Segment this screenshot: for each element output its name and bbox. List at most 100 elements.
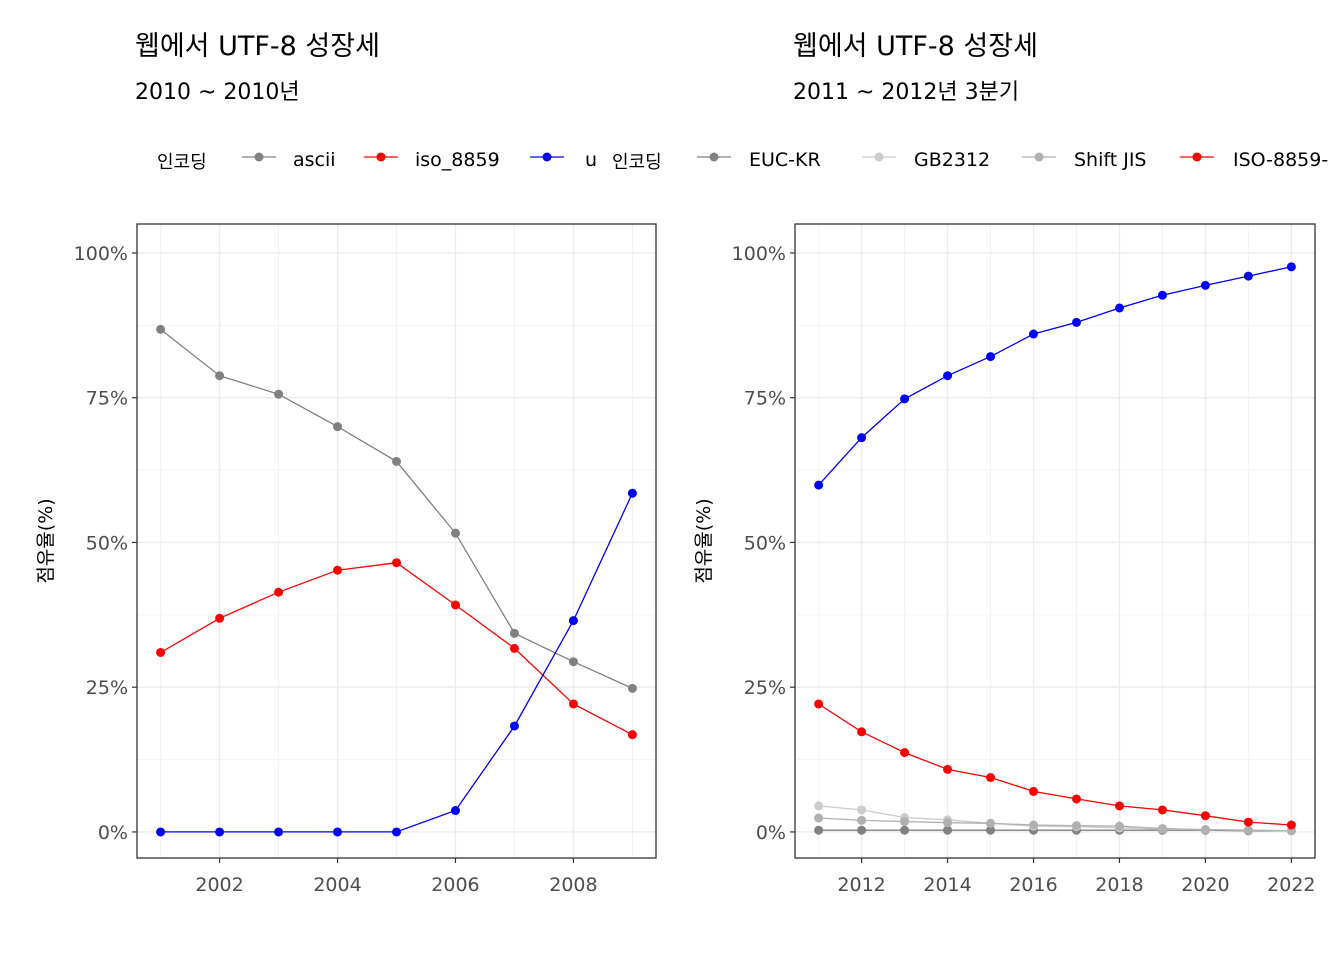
left-y-tick-label: 100% — [74, 243, 128, 265]
data-point — [509, 628, 519, 638]
left-x-tick-label: 2008 — [549, 874, 597, 896]
left-y-tick-label: 75% — [86, 388, 128, 410]
data-point — [568, 616, 578, 626]
left-y-axis-title: 점유율(%) — [35, 498, 57, 583]
legend-label: u — [585, 149, 597, 171]
data-point — [274, 389, 284, 399]
legend-item: Shift JIS — [1022, 149, 1147, 171]
data-point — [900, 394, 910, 404]
data-point — [1157, 823, 1167, 833]
data-point — [900, 825, 910, 835]
right-panel-border — [794, 223, 1316, 859]
data-point — [450, 528, 460, 538]
right-x-tick-label: 2012 — [837, 874, 885, 896]
data-point — [1243, 817, 1253, 827]
legend-key-point — [1192, 152, 1202, 162]
left-x-tick-label: 2006 — [431, 874, 479, 896]
data-point — [1029, 786, 1039, 796]
left-y-tick-label: 50% — [86, 532, 128, 554]
right-series-utf-8 — [814, 262, 1296, 490]
legend-item: GB2312 — [862, 149, 990, 171]
data-point — [1243, 825, 1253, 835]
left-series-u — [156, 488, 637, 837]
right-y-tick-label: 100% — [732, 243, 786, 265]
legend-label: ISO-8859- — [1233, 149, 1328, 171]
data-point — [392, 558, 401, 568]
right-x-tick-label: 2020 — [1181, 874, 1229, 896]
data-point — [392, 456, 401, 466]
left-chart-title: 웹에서 UTF-8 성장세 — [135, 31, 380, 62]
right-y-axis-title: 점유율(%) — [693, 498, 715, 583]
legend-key-point — [874, 152, 884, 162]
data-point — [1286, 820, 1296, 830]
data-point — [568, 657, 578, 667]
data-point — [814, 480, 824, 490]
data-point — [1200, 280, 1210, 290]
right-y-tick-label: 0% — [756, 822, 786, 844]
left-plot-area: 0% 25% 50% 75% 100% 2002 2004 2006 2008 — [74, 223, 657, 896]
left-series-ascii — [156, 324, 637, 693]
right-chart: 웹에서 UTF-8 성장세 2011 ~ 2012년 3분기 인코딩 EUC-K… — [612, 31, 1328, 896]
right-y-tick-label: 25% — [744, 677, 786, 699]
data-point — [215, 371, 225, 381]
data-point — [274, 827, 284, 837]
legend-item: ascii — [242, 149, 336, 171]
data-point — [986, 825, 996, 835]
data-point — [333, 565, 343, 575]
data-point — [1029, 329, 1039, 339]
right-x-tick-label: 2014 — [923, 874, 971, 896]
left-y-tick-label: 25% — [86, 677, 128, 699]
legend-key-point — [1034, 152, 1044, 162]
data-point — [215, 613, 225, 623]
left-x-tick-label: 2004 — [313, 874, 361, 896]
data-point — [1029, 820, 1039, 830]
right-major-grid — [795, 224, 1315, 858]
right-x-tick-label: 2022 — [1267, 874, 1315, 896]
data-point — [986, 818, 996, 828]
data-point — [627, 730, 637, 740]
right-series-shift-jis — [814, 813, 1296, 836]
data-point — [568, 699, 578, 709]
data-point — [943, 825, 953, 835]
data-point — [900, 748, 910, 758]
left-legend-title: 인코딩 — [157, 152, 207, 173]
legend-key-point — [376, 152, 386, 162]
data-point — [857, 433, 867, 443]
data-point — [986, 773, 996, 783]
data-point — [333, 422, 343, 432]
legend-label: ascii — [293, 149, 336, 171]
data-point — [1071, 317, 1081, 327]
legend-label: iso_8859 — [415, 149, 500, 171]
legend-item: u — [530, 149, 597, 171]
left-chart-subtitle: 2010 ~ 2010년 — [135, 80, 300, 105]
data-point — [450, 806, 460, 816]
data-point — [814, 699, 824, 709]
data-point — [509, 643, 519, 653]
data-point — [943, 371, 953, 381]
data-point — [1200, 811, 1210, 821]
legend-key-point — [709, 152, 719, 162]
data-point — [1157, 805, 1167, 815]
right-plot-area: 0% 25% 50% 75% 100% 2012 2014 2016 2018 2020 2022 — [732, 223, 1316, 896]
legend-key-point — [542, 152, 552, 162]
right-x-tick-label: 2018 — [1095, 874, 1143, 896]
data-point — [627, 488, 637, 498]
data-point — [1071, 821, 1081, 831]
data-point — [1114, 801, 1124, 811]
data-point — [1114, 303, 1124, 313]
data-point — [333, 827, 343, 837]
legend-label: GB2312 — [914, 149, 990, 171]
data-point — [1286, 262, 1296, 272]
data-point — [814, 825, 824, 835]
data-point — [392, 827, 401, 837]
right-legend-title: 인코딩 — [612, 152, 662, 173]
data-point — [509, 721, 519, 731]
data-point — [627, 683, 637, 693]
data-point — [857, 805, 867, 815]
data-point — [943, 818, 953, 828]
data-point — [274, 587, 284, 597]
right-chart-title: 웹에서 UTF-8 성장세 — [793, 31, 1038, 62]
right-series-iso-8859-1 — [814, 699, 1296, 830]
legend-item: iso_8859 — [364, 149, 500, 171]
data-point — [1157, 290, 1167, 300]
